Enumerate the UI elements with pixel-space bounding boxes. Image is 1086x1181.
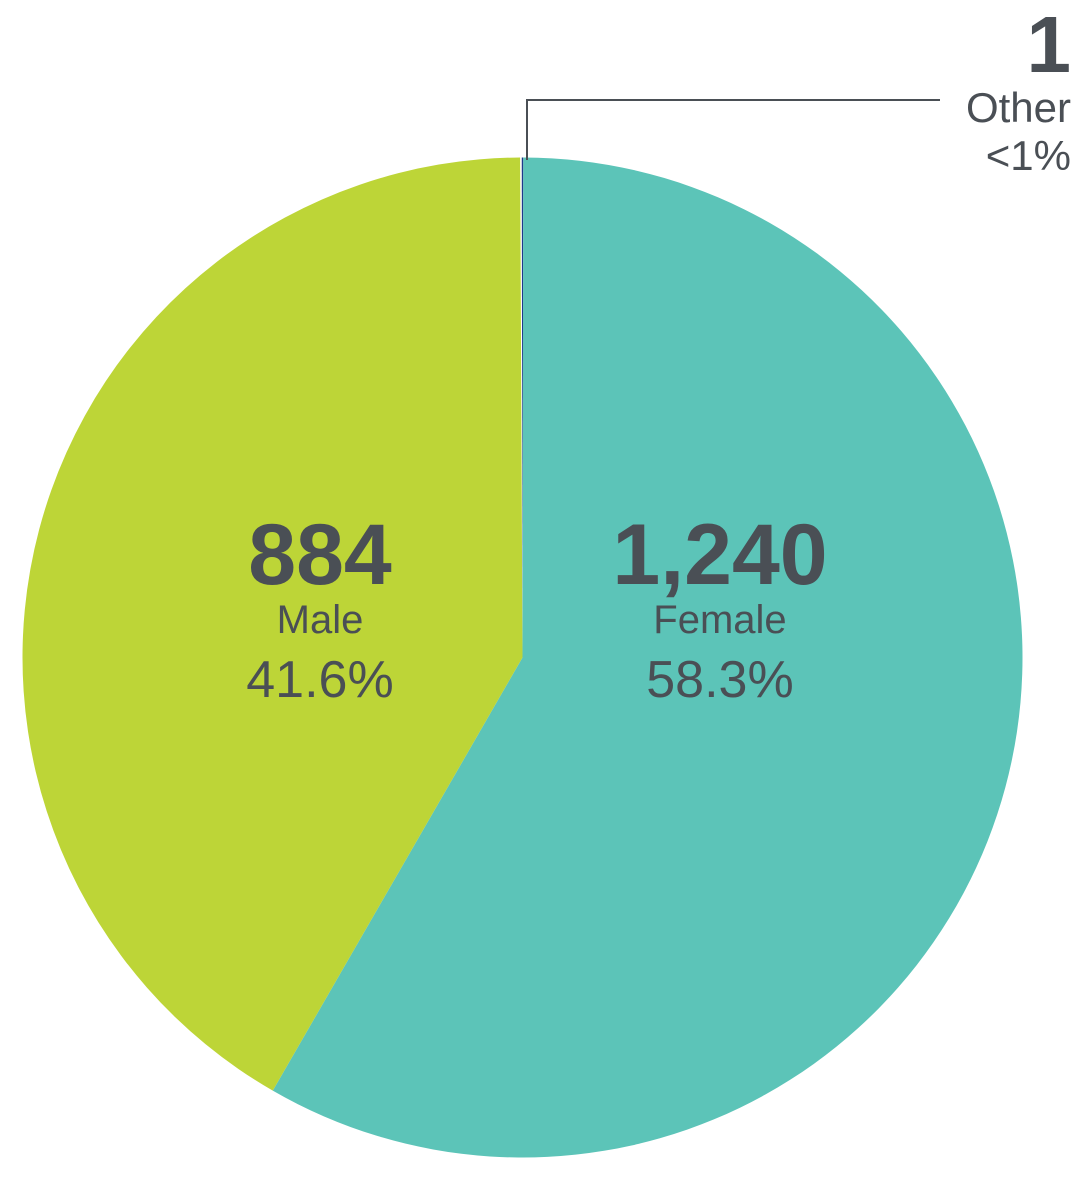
other-label-group: 1 Other <1% [966,5,1071,177]
other-percent: <1% [966,135,1071,177]
other-count: 1 [966,5,1071,85]
male-label-group: 884 Male 41.6% [180,512,460,706]
female-label-group: 1,240 Female 58.3% [570,512,870,706]
callout-polyline [527,100,940,160]
other-category: Other [966,87,1071,129]
pie-chart-container: 1 Other <1% 1,240 Female 58.3% 884 Male … [0,0,1086,1181]
male-count: 884 [180,512,460,598]
male-percent: 41.6% [180,654,460,706]
male-category: Male [180,600,460,640]
callout-line-svg [0,0,1086,1181]
female-category: Female [570,600,870,640]
female-count: 1,240 [570,512,870,598]
female-percent: 58.3% [570,654,870,706]
